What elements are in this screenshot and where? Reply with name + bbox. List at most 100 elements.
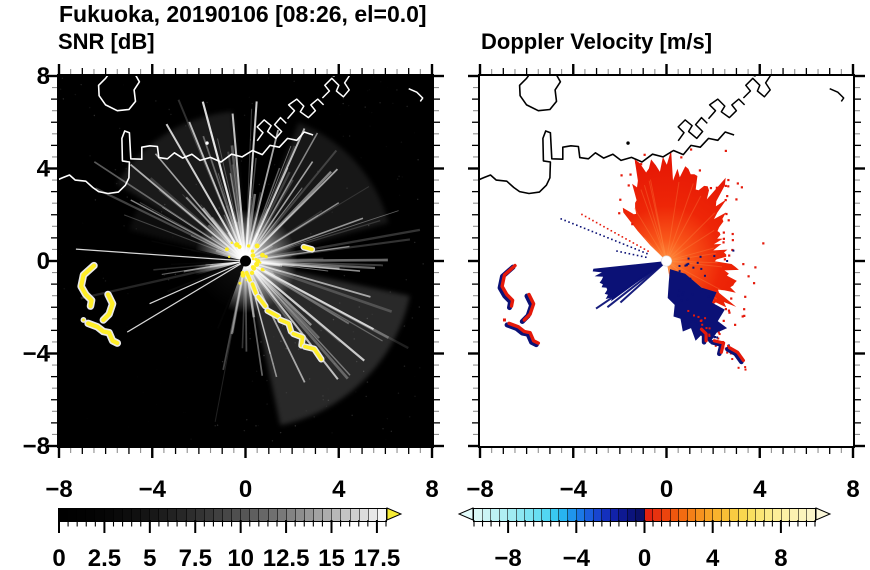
vel-panel: [478, 74, 855, 448]
coastline-islet: [205, 141, 209, 145]
x-tick-label: 8: [846, 476, 859, 503]
vel-dotted-rays: [560, 213, 649, 259]
snr-chain-6: [303, 344, 324, 362]
snr-colorbar-segment: [250, 509, 260, 521]
snr-colorbar-segment: [295, 509, 305, 521]
vel-cbar-label: −4: [563, 545, 591, 570]
snr-colorbar-segment: [259, 509, 269, 521]
snr-colorbar-segment: [59, 509, 69, 521]
coastline-port-4: [829, 88, 845, 102]
vel-blob-1: [522, 292, 536, 322]
vel-colorbar-segment: [653, 509, 663, 521]
vel-blob-2: [507, 321, 540, 345]
vel-cbar-label: 8: [774, 545, 787, 570]
snr-chain-4: [278, 318, 293, 334]
snr-thin-ray: [75, 248, 246, 262]
vel-west-negative-wedge: [592, 261, 667, 302]
vel-colorbar-segment: [687, 509, 697, 521]
snr-colorbar-segment: [213, 509, 223, 521]
snr-colorbar-segment: [359, 509, 369, 521]
vel-colorbar-segment: [807, 509, 815, 521]
snr-colorbar-segment: [195, 509, 205, 521]
vel-navy-streak: [595, 260, 668, 310]
snr-cbar-label: 17.5: [354, 545, 401, 570]
vel-colorbar-segment: [474, 509, 483, 521]
coastline-port-0: [677, 116, 708, 142]
snr-blob-dot: [80, 317, 87, 323]
vel-colorbar-segment: [747, 509, 757, 521]
snr-colorbar-segment: [86, 509, 96, 521]
snr-colorbar-segment: [368, 509, 378, 521]
snr-colorbar-segment: [232, 509, 242, 521]
coastline-port-2: [742, 76, 771, 99]
vel-colorbar-segment: [499, 509, 509, 521]
snr-center-speckles: [224, 241, 268, 285]
vel-colorbar-segment: [508, 509, 517, 521]
snr-colorbar-segment: [241, 509, 251, 521]
snr-chain-0: [244, 270, 252, 283]
x-tick-label: 4: [753, 476, 767, 503]
snr-panel: [57, 74, 434, 448]
y-tick-label: 0: [37, 248, 50, 275]
x-tick-label: −8: [466, 476, 493, 503]
snr-cbar-label: 2.5: [88, 545, 121, 570]
snr-colorbar-segment: [131, 509, 141, 521]
snr-chain-2: [256, 295, 268, 308]
vel-colorbar-segment: [696, 509, 705, 521]
snr-panel-title: SNR [dB]: [58, 29, 155, 54]
vel-colorbar-segment: [627, 509, 637, 521]
snr-colorbar-segment: [204, 509, 214, 521]
vel-colorbar-segment: [576, 509, 586, 521]
vel-colorbar-segment: [790, 509, 799, 521]
snr-colorbar-segment: [95, 509, 105, 521]
vel-cbar-label: −8: [494, 545, 521, 570]
vel-blob-2-under: [504, 322, 539, 348]
coastline-island: [518, 76, 562, 112]
vel-cbar-label: 4: [706, 545, 720, 570]
vel-south-negative-region: [667, 269, 728, 344]
vel-blob-0: [500, 263, 517, 308]
x-tick-label: 8: [425, 476, 438, 503]
snr-colorbar-segment: [332, 509, 342, 521]
snr-colorbar-segment: [177, 509, 187, 521]
coastline-port-2: [321, 76, 350, 99]
vel-chain-2: [727, 346, 745, 362]
vel-colorbar-segment: [773, 509, 782, 521]
snr-blob-0: [79, 263, 97, 309]
vel-colorbar-segment: [679, 509, 688, 521]
vel-chain-1: [712, 339, 726, 354]
snr-colorbar-segment: [304, 509, 315, 521]
vel-cbar-under-arrow: [457, 507, 474, 521]
x-tick-label: 0: [239, 476, 252, 503]
snr-dark-wedges: [59, 217, 246, 446]
snr-colorbar-segment: [323, 509, 333, 521]
coastline-mainland: [480, 130, 735, 195]
snr-colorbar-segment: [104, 509, 114, 521]
snr-colorbar-segment: [186, 509, 196, 521]
vel-colorbar-segment: [619, 509, 628, 521]
snr-cbar-label: 12.5: [263, 545, 310, 570]
radar-site-dot: [661, 255, 673, 267]
vel-colorbar-segment: [738, 509, 748, 521]
vel-colorbar-segment: [610, 509, 620, 521]
vel-cbar-over-arrow: [815, 507, 832, 521]
vel-colorbar-segment: [636, 509, 645, 521]
snr-colorbar-segment: [377, 509, 386, 521]
vel-colorbar: [473, 508, 816, 522]
vel-colorbar-segment: [593, 509, 603, 521]
snr-cbar-label: 15: [318, 545, 345, 570]
vel-ground-echo: [497, 263, 747, 371]
vel-colorbar-segment: [764, 509, 774, 521]
coastline-port-4: [408, 88, 424, 102]
vel-colorbar-segment: [491, 509, 500, 521]
x-tick-label: −4: [139, 476, 167, 503]
doppler-plot: [480, 76, 853, 446]
coastline-islet: [626, 141, 630, 145]
coastline-port-1: [707, 98, 746, 120]
snr-chain-1: [250, 282, 258, 296]
snr-colorbar-segment: [286, 509, 296, 521]
snr-chain-3: [265, 308, 280, 319]
x-tick-label: −4: [560, 476, 588, 503]
snr-thin-ray: [126, 260, 246, 333]
